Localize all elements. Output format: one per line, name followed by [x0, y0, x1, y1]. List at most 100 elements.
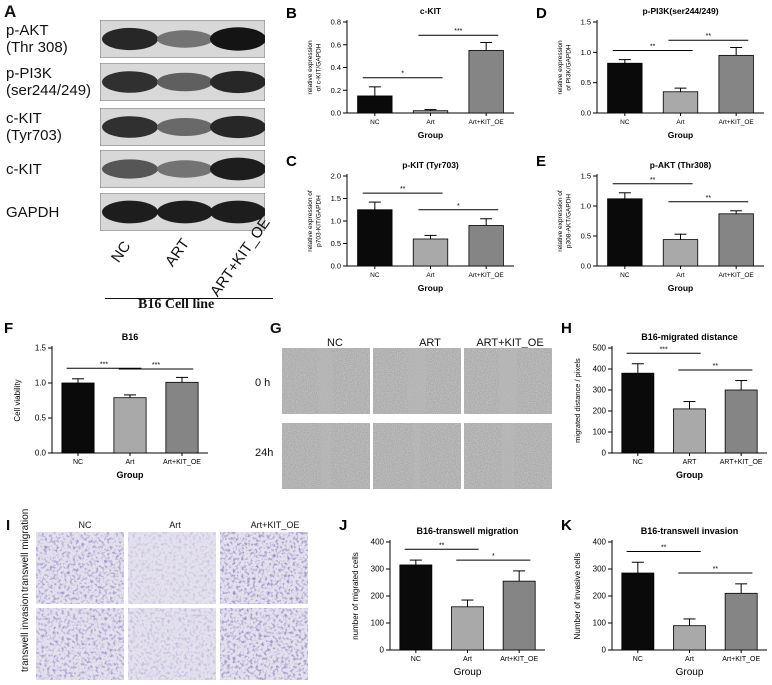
x-tick-label: ART+KIT_OE [720, 459, 763, 466]
panel-label: B [286, 5, 297, 22]
chart-title: p-PI3K(ser244/249) [642, 6, 718, 16]
y-tick-label: 1.5 [331, 194, 341, 203]
y-tick-label: 2.0 [331, 172, 341, 181]
x-tick-label: NC [633, 459, 643, 466]
y-tick-label: 200 [593, 592, 607, 601]
x-axis-label: Group [454, 667, 482, 678]
blot-row-label: c-KIT [6, 161, 42, 178]
panel-label: F [4, 320, 13, 337]
blot-band [157, 118, 213, 136]
significance-label: ** [400, 186, 406, 193]
blot-band [102, 159, 158, 179]
blot-row-label: GAPDH [6, 204, 60, 221]
chart-title: p-AKT (Thr308) [650, 160, 712, 170]
scratch-wound [321, 423, 331, 489]
transwell-cells [128, 532, 216, 604]
bar [165, 381, 199, 454]
chart-b16-viability: F B16 0.0 0.5 1.0 1.5 Cell viability NC Art Art+K… [4, 320, 208, 480]
y-tick-label: 1.5 [581, 172, 591, 181]
blot-band [157, 200, 213, 224]
y-tick-label: 100 [371, 619, 385, 628]
scratch-col-nc: NC [327, 337, 343, 349]
x-tick-label: Art [676, 272, 685, 279]
x-axis-label: Group [668, 130, 694, 140]
transwell-row-migration: transwell migration [20, 508, 31, 592]
chart-title: c-KIT [420, 6, 442, 16]
y-tick-label: 0.5 [35, 414, 47, 423]
x-tick-label: NC [620, 272, 630, 279]
bar [724, 592, 758, 651]
panel-label: E [536, 153, 546, 170]
x-tick-label: NC [633, 656, 643, 663]
bar [662, 239, 699, 267]
y-tick-label: 1.0 [581, 202, 591, 211]
blot-band [210, 70, 265, 94]
bar [724, 389, 758, 454]
bar [718, 54, 754, 114]
significance-label: ** [661, 544, 667, 551]
y-tick-label: 0 [380, 646, 385, 655]
significance-label: *** [152, 362, 160, 369]
blot-row-label: p-AKT (Thr 308) [6, 22, 68, 56]
x-tick-label: Art+KIT_OE [719, 119, 755, 126]
transwell-cells [36, 532, 124, 604]
x-axis-label: Group [676, 470, 703, 480]
y-axis-label-line: of c-KIT/GAPDH [316, 43, 323, 91]
significance-label: ** [706, 33, 712, 40]
blot-row-label: c-KIT (Tyr703) [6, 110, 62, 144]
x-tick-label: Art [676, 119, 685, 126]
scratch-row-24h: 24h [255, 447, 274, 459]
y-axis-label-line: of PI3K/GAPDH [566, 44, 573, 91]
significance-label: ** [650, 44, 656, 51]
cell-line-divider [105, 298, 273, 299]
y-tick-label: 0.0 [331, 262, 341, 271]
scratch-col-art: ART [419, 337, 441, 349]
x-axis-label: Group [418, 130, 444, 140]
x-axis-label: Group [117, 470, 144, 480]
significance-label: *** [100, 361, 108, 368]
y-tick-label: 300 [593, 565, 607, 574]
panel-label: J [339, 517, 347, 534]
bar [662, 91, 699, 114]
bar [673, 625, 706, 651]
y-tick-label: 1.0 [331, 217, 341, 226]
bar [412, 110, 449, 114]
y-axis-label-line: relative expression [307, 40, 314, 95]
y-tick-label: 1.5 [35, 344, 47, 353]
y-tick-label: 300 [371, 565, 385, 574]
blot-band [102, 116, 158, 138]
y-axis-label-line: relative expression of [307, 190, 314, 252]
blot-band [102, 27, 158, 51]
panel-label: D [536, 5, 547, 22]
significance-label: * [492, 553, 495, 560]
y-axis-label: migrated distance / pixels [573, 358, 582, 443]
x-tick-label: Art+KIT_OE [163, 459, 201, 466]
x-tick-label: Art+KIT_OE [469, 119, 505, 126]
x-tick-label: Art+KIT_OE [719, 272, 755, 279]
bar [451, 606, 484, 651]
panel-label-i: I [6, 517, 11, 534]
y-axis-label: relative expression of PI3K/GAPDH [557, 40, 573, 95]
western-blot-panel: A p-AKT (Thr 308) p-PI3K (ser244/249) c-KI… [0, 0, 275, 300]
x-tick-label: Art+KIT_OE [722, 656, 760, 663]
significance-label: *** [660, 346, 668, 353]
y-axis-label: relative expression of p703-KIT/GAPDH [307, 190, 323, 252]
x-tick-label: Art+KIT_OE [500, 656, 538, 663]
significance-label: ** [650, 177, 656, 184]
bar [61, 382, 95, 454]
y-axis-label: Cell viability [13, 379, 22, 421]
y-tick-label: 1.5 [581, 18, 591, 27]
chart-title: B16-transwell migration [416, 526, 518, 536]
chart-title: B16-migrated distance [641, 332, 738, 342]
lane-label-art: ART [162, 235, 193, 270]
bar [718, 213, 754, 267]
blot-strip [100, 20, 265, 58]
y-axis-label: relative expression of p308-AKT/GAPDH [557, 190, 573, 252]
blot-band [210, 157, 265, 181]
bar [468, 225, 504, 267]
scratch-wound [414, 423, 420, 489]
y-tick-label: 0.2 [331, 86, 341, 95]
y-tick-label: 0.4 [331, 63, 341, 72]
y-tick-label: 0.0 [331, 109, 341, 118]
x-tick-label: NC [370, 119, 380, 126]
